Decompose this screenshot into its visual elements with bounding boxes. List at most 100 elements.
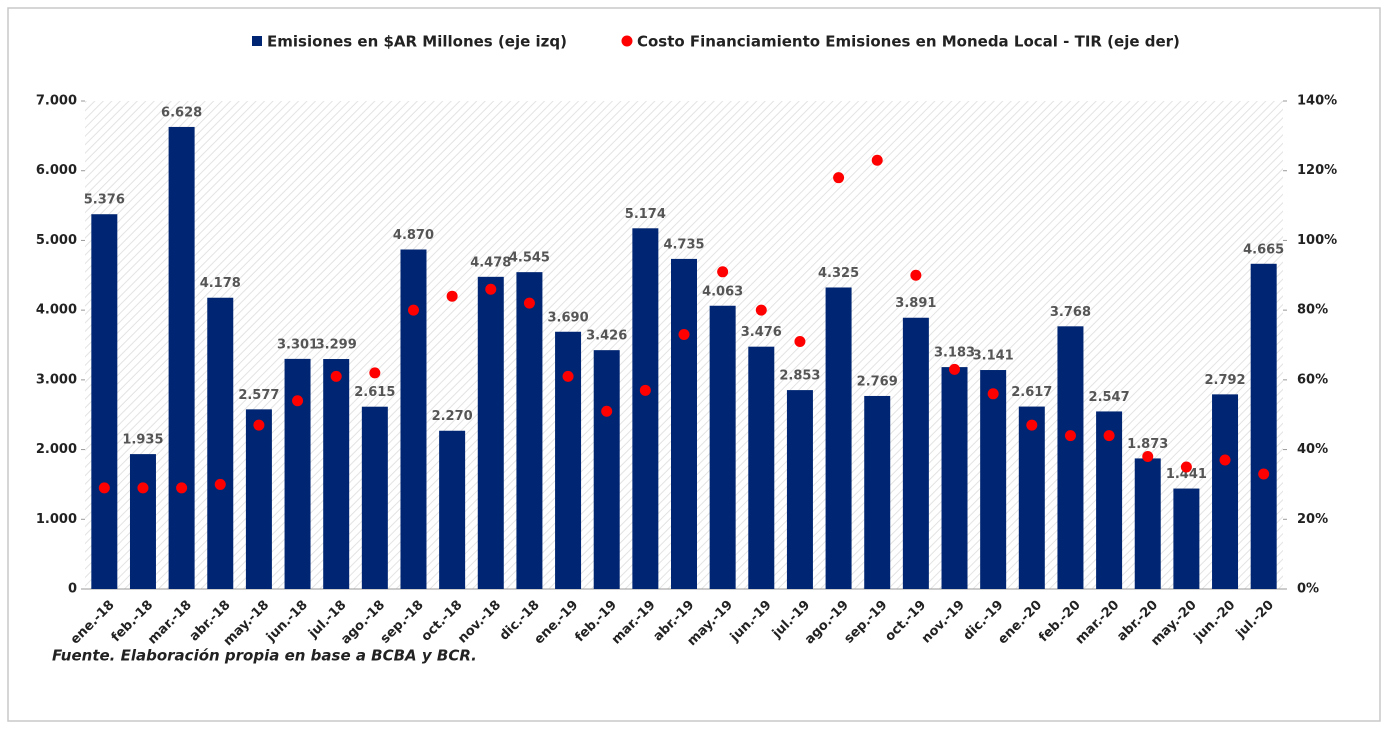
legend-marker xyxy=(252,36,262,46)
data-label: 3.891 xyxy=(895,296,936,311)
data-label: 4.545 xyxy=(509,251,550,266)
point xyxy=(1258,468,1270,480)
point xyxy=(137,482,149,494)
point xyxy=(910,269,922,281)
point xyxy=(1103,430,1115,442)
data-label: 3.301 xyxy=(277,337,318,352)
bar xyxy=(477,276,504,589)
y-tick-label: 6.000 xyxy=(36,163,77,178)
bar xyxy=(91,214,118,589)
bar xyxy=(671,258,697,589)
point xyxy=(1219,454,1231,466)
data-label: 2.577 xyxy=(238,388,279,403)
bar xyxy=(1018,406,1045,589)
bar xyxy=(632,228,659,589)
data-label: 2.270 xyxy=(432,409,473,424)
bar xyxy=(593,350,620,589)
bar xyxy=(284,358,311,589)
bar xyxy=(1057,326,1084,589)
point xyxy=(1064,430,1076,442)
point xyxy=(485,283,497,295)
data-label: 4.478 xyxy=(470,255,511,270)
point xyxy=(330,370,342,382)
point xyxy=(601,405,613,417)
bar xyxy=(980,370,1007,589)
y-tick-label: 7.000 xyxy=(36,94,77,109)
bar xyxy=(516,272,543,589)
data-label: 3.183 xyxy=(934,346,975,361)
point xyxy=(98,482,110,494)
y-tick-label: 2.000 xyxy=(36,442,77,457)
bar xyxy=(709,305,736,589)
data-label: 4.178 xyxy=(200,276,241,291)
data-label: 5.376 xyxy=(84,193,125,208)
bar xyxy=(400,249,427,589)
y-tick-label: 5.000 xyxy=(36,233,77,248)
y-tick-label: 1.000 xyxy=(36,512,77,527)
y2-tick-label: 40% xyxy=(1297,442,1328,457)
data-label: 4.063 xyxy=(702,284,743,299)
y2-tick-label: 20% xyxy=(1297,512,1328,527)
point xyxy=(794,336,806,348)
data-label: 4.870 xyxy=(393,228,434,243)
bar xyxy=(439,430,466,589)
y2-tick-label: 100% xyxy=(1297,233,1337,248)
y2-tick-label: 0% xyxy=(1297,582,1319,597)
y2-tick-label: 120% xyxy=(1297,163,1337,178)
data-label: 3.299 xyxy=(316,338,357,353)
data-label: 1.873 xyxy=(1127,437,1168,452)
y2-tick-label: 140% xyxy=(1297,94,1337,109)
y2-tick-label: 80% xyxy=(1297,303,1328,318)
data-label: 2.792 xyxy=(1204,373,1245,388)
point xyxy=(717,266,729,278)
data-label: 2.769 xyxy=(857,374,898,389)
data-label: 4.665 xyxy=(1243,242,1284,257)
bar xyxy=(361,406,388,589)
data-label: 1.441 xyxy=(1166,467,1207,482)
point xyxy=(1180,461,1192,473)
y-tick-label: 0 xyxy=(68,582,77,597)
bar xyxy=(941,367,968,589)
data-label: 2.617 xyxy=(1011,385,1052,400)
point xyxy=(833,172,845,184)
bar xyxy=(1134,458,1161,589)
point xyxy=(562,370,574,382)
data-label: 4.735 xyxy=(663,237,704,252)
bar xyxy=(207,297,234,589)
data-label: 5.174 xyxy=(625,207,666,222)
point xyxy=(1026,419,1038,431)
data-label: 3.141 xyxy=(973,349,1014,364)
y2-tick-label: 60% xyxy=(1297,372,1328,387)
legend-marker xyxy=(621,35,633,47)
bar xyxy=(1212,394,1239,589)
point xyxy=(871,154,883,166)
y-tick-label: 3.000 xyxy=(36,372,77,387)
bar xyxy=(786,390,813,589)
point xyxy=(446,290,458,302)
bar xyxy=(323,359,350,589)
point xyxy=(755,304,767,316)
data-label: 3.768 xyxy=(1050,305,1091,320)
bar xyxy=(1250,263,1277,589)
bar xyxy=(748,346,775,589)
bar xyxy=(864,395,891,589)
data-label: 4.325 xyxy=(818,266,859,281)
data-label: 3.690 xyxy=(548,310,589,325)
point xyxy=(639,384,651,396)
point xyxy=(1142,451,1154,463)
point xyxy=(407,304,419,316)
point xyxy=(987,388,999,400)
point xyxy=(176,482,188,494)
data-label: 1.935 xyxy=(122,433,163,448)
point xyxy=(292,395,304,407)
bar xyxy=(825,287,852,589)
bar xyxy=(129,454,156,589)
point xyxy=(949,363,961,375)
legend-label: Emisiones en $AR Millones (eje izq) xyxy=(267,33,567,51)
data-label: 6.628 xyxy=(161,105,202,120)
data-label: 2.547 xyxy=(1089,390,1130,405)
point xyxy=(523,297,535,309)
data-label: 3.426 xyxy=(586,329,627,344)
